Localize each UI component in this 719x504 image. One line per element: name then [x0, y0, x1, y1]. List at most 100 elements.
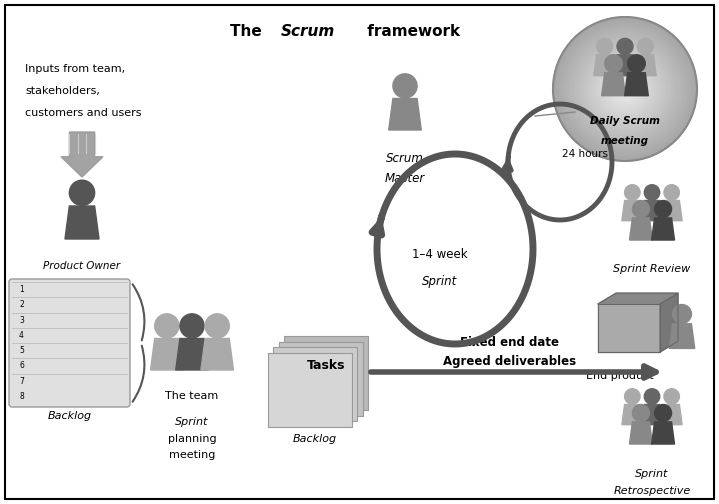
Polygon shape [389, 98, 421, 130]
Polygon shape [175, 339, 209, 370]
Text: Inputs from team,: Inputs from team, [25, 64, 125, 74]
Circle shape [605, 55, 623, 73]
Circle shape [608, 72, 642, 106]
Polygon shape [641, 201, 662, 221]
Text: Product Owner: Product Owner [43, 261, 121, 271]
Circle shape [617, 38, 633, 54]
Text: 24 hours: 24 hours [562, 149, 608, 159]
Text: Sprint Review: Sprint Review [613, 264, 691, 274]
Circle shape [568, 32, 682, 146]
Polygon shape [651, 218, 674, 240]
Circle shape [580, 44, 669, 134]
Circle shape [623, 87, 628, 92]
Polygon shape [594, 55, 615, 76]
Circle shape [590, 54, 660, 124]
Polygon shape [598, 293, 678, 304]
Polygon shape [201, 339, 234, 370]
Circle shape [664, 389, 679, 404]
Polygon shape [669, 324, 695, 348]
Circle shape [583, 47, 667, 131]
Polygon shape [661, 405, 682, 425]
Circle shape [587, 52, 662, 126]
Text: 1–4 week: 1–4 week [412, 247, 468, 261]
Circle shape [637, 38, 654, 54]
FancyBboxPatch shape [284, 336, 368, 410]
Circle shape [570, 34, 679, 144]
Circle shape [620, 84, 630, 94]
Text: Backlog: Backlog [293, 434, 337, 444]
Circle shape [553, 17, 697, 161]
Polygon shape [602, 73, 626, 96]
Text: 5: 5 [19, 346, 24, 355]
Circle shape [628, 55, 645, 73]
Circle shape [633, 201, 649, 218]
Circle shape [633, 405, 649, 421]
Polygon shape [622, 405, 643, 425]
Circle shape [672, 304, 692, 324]
Circle shape [618, 82, 633, 96]
Text: Sprint: Sprint [298, 418, 331, 428]
Text: 3: 3 [19, 316, 24, 325]
Polygon shape [61, 132, 103, 177]
Text: meeting: meeting [601, 136, 649, 146]
Text: Daily Scrum: Daily Scrum [590, 116, 660, 126]
Text: 2: 2 [19, 300, 24, 309]
Polygon shape [625, 73, 649, 96]
Circle shape [654, 405, 672, 421]
Polygon shape [65, 206, 99, 239]
Text: 6: 6 [19, 361, 24, 370]
Circle shape [615, 79, 635, 99]
Circle shape [605, 69, 645, 109]
Text: 4: 4 [19, 331, 24, 340]
Circle shape [597, 38, 613, 54]
Circle shape [565, 29, 684, 149]
Circle shape [585, 49, 665, 129]
Text: Retrospective: Retrospective [613, 486, 691, 496]
Circle shape [603, 67, 647, 111]
Circle shape [654, 201, 672, 218]
Polygon shape [598, 304, 660, 352]
Circle shape [573, 37, 677, 141]
Circle shape [560, 25, 690, 154]
Circle shape [180, 314, 204, 338]
Circle shape [556, 20, 695, 159]
Circle shape [205, 314, 229, 338]
Circle shape [575, 39, 674, 139]
Text: planning: planning [168, 434, 216, 444]
Circle shape [644, 389, 660, 404]
Circle shape [595, 59, 655, 119]
Text: framework: framework [362, 25, 460, 39]
Text: The: The [230, 25, 267, 39]
Polygon shape [660, 293, 678, 352]
Text: Scrum: Scrum [386, 153, 424, 165]
Text: The team: The team [165, 391, 219, 401]
Circle shape [563, 27, 687, 151]
Text: Sprint: Sprint [175, 417, 209, 427]
Text: Scrum: Scrum [281, 25, 335, 39]
Polygon shape [635, 55, 656, 76]
Circle shape [597, 61, 652, 116]
Polygon shape [641, 405, 662, 425]
Circle shape [155, 314, 179, 338]
Circle shape [600, 64, 650, 114]
Text: Fixed end date: Fixed end date [460, 336, 559, 348]
Polygon shape [651, 422, 674, 444]
Polygon shape [622, 201, 643, 221]
Circle shape [610, 74, 640, 104]
Circle shape [393, 74, 417, 98]
Circle shape [664, 184, 679, 200]
Text: Tasks: Tasks [307, 359, 345, 372]
Text: Sprint: Sprint [422, 275, 457, 287]
Circle shape [558, 22, 692, 156]
Circle shape [578, 42, 672, 136]
Circle shape [69, 180, 95, 206]
Circle shape [592, 57, 657, 121]
Circle shape [625, 184, 640, 200]
Text: 7: 7 [19, 376, 24, 386]
Text: Master: Master [385, 172, 425, 185]
FancyBboxPatch shape [5, 5, 714, 499]
Circle shape [613, 77, 638, 101]
Text: Agreed deliverables: Agreed deliverables [444, 355, 577, 368]
Text: stakeholders,: stakeholders, [25, 86, 100, 96]
FancyBboxPatch shape [267, 352, 352, 426]
